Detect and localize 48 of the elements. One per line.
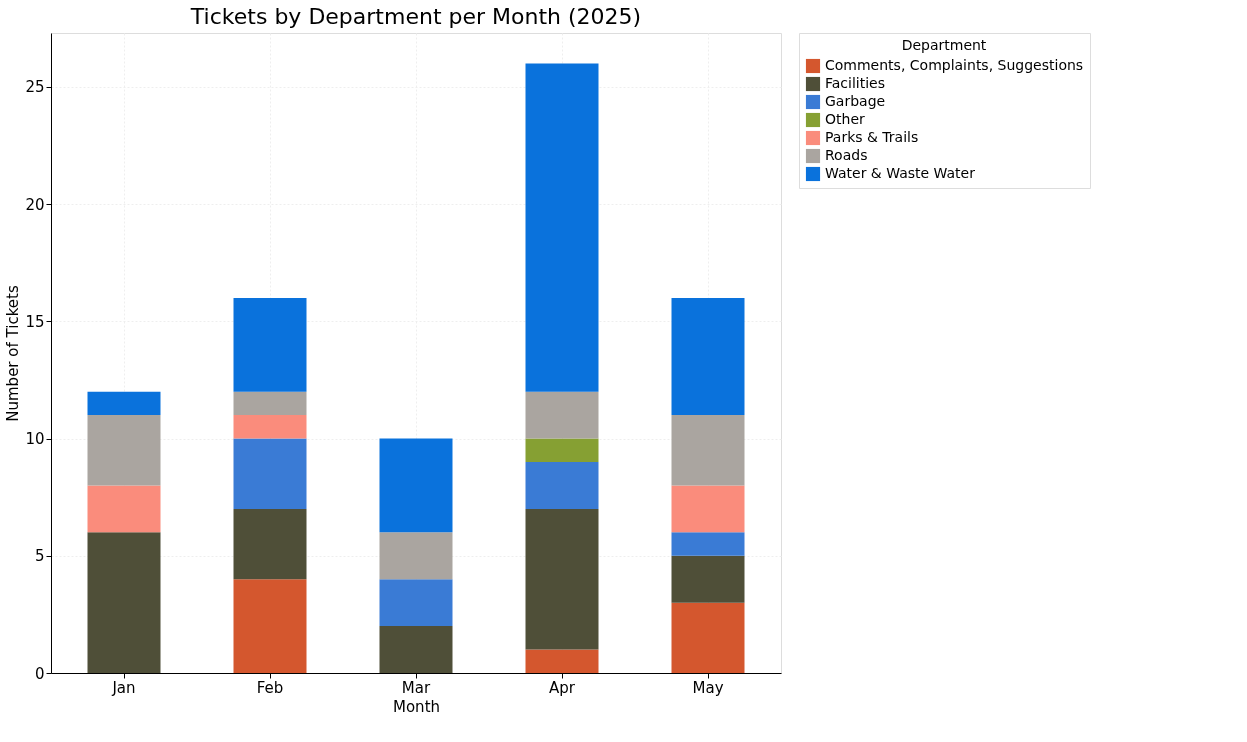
y-tick-label: 5 — [34, 547, 45, 566]
x-axis-title: Month — [392, 697, 441, 716]
bar — [671, 602, 745, 673]
x-tick-label: Jan — [111, 678, 136, 697]
bar — [671, 555, 745, 603]
bar — [379, 626, 453, 673]
x-tick-label: Feb — [256, 678, 284, 697]
x-tick-label: Apr — [549, 678, 576, 697]
legend-label: Comments, Complaints, Suggestions — [825, 57, 1084, 73]
bar — [233, 391, 307, 416]
y-tick-label: 10 — [25, 430, 45, 449]
legend-label: Roads — [825, 147, 868, 163]
bar — [379, 532, 453, 580]
bar — [671, 415, 745, 486]
bar — [525, 462, 599, 509]
legend-label: Garbage — [825, 93, 886, 109]
y-tick-label: 25 — [25, 78, 45, 97]
bar — [379, 438, 453, 533]
bar — [671, 532, 745, 556]
y-tick-label: 15 — [25, 312, 45, 331]
chart-title: Tickets by Department per Month (2025) — [189, 3, 642, 29]
bar — [525, 649, 599, 673]
bar — [233, 579, 307, 673]
legend-label: Other — [825, 111, 865, 127]
bar — [87, 532, 161, 673]
bar — [233, 415, 307, 439]
legend-title: Department — [901, 37, 987, 53]
bar — [525, 63, 599, 392]
bar — [87, 415, 161, 486]
y-axis-title: Number of Tickets — [4, 285, 23, 422]
bar — [525, 391, 599, 439]
legend-label: Facilities — [825, 75, 885, 91]
bar — [671, 485, 745, 533]
x-tick-label: May — [692, 678, 724, 697]
bar — [87, 485, 161, 533]
legend-label: Water & Waste Water — [825, 165, 976, 181]
bar — [233, 438, 307, 509]
bar — [233, 297, 307, 392]
x-tick-label: Mar — [401, 678, 431, 697]
y-tick-label: 20 — [25, 195, 45, 214]
bar — [671, 297, 745, 416]
bar — [525, 508, 599, 650]
bar — [379, 579, 453, 627]
y-tick-label: 0 — [34, 664, 45, 683]
bar — [525, 438, 599, 463]
legend-label: Parks & Trails — [825, 129, 919, 145]
bar — [233, 508, 307, 580]
bar — [87, 391, 161, 416]
